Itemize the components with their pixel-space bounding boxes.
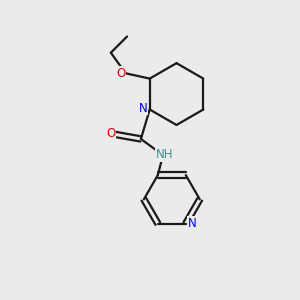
Text: N: N [188, 217, 197, 230]
Text: O: O [116, 67, 125, 80]
Text: NH: NH [156, 148, 173, 161]
Text: N: N [139, 101, 148, 115]
Text: O: O [106, 128, 115, 140]
